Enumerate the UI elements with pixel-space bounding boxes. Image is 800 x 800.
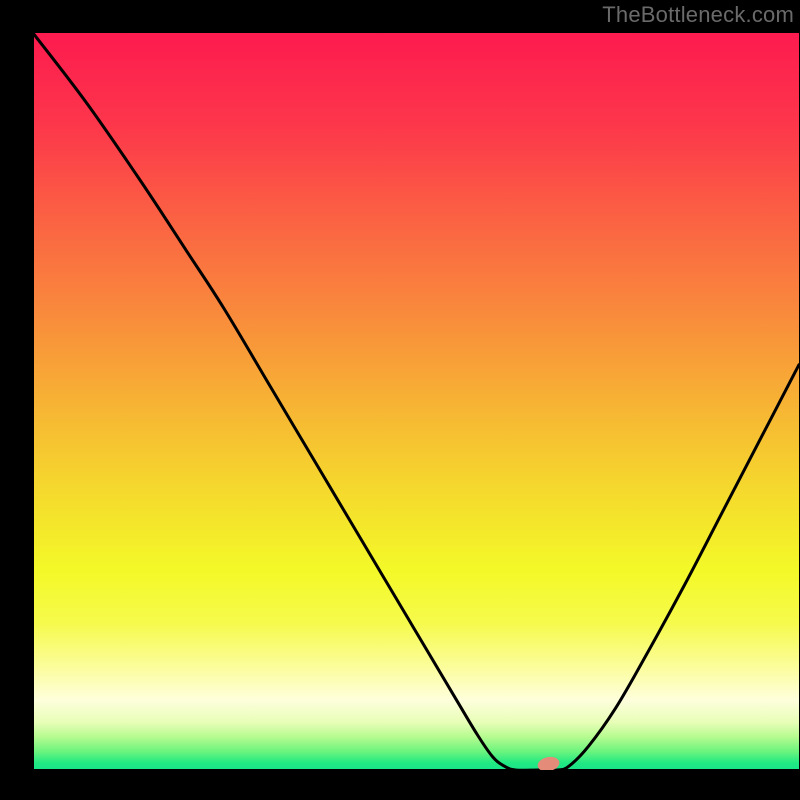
- chart-svg: [0, 0, 800, 800]
- chart-stage: TheBottleneck.com: [0, 0, 800, 800]
- gradient-background: [33, 33, 799, 770]
- watermark-label: TheBottleneck.com: [602, 2, 794, 28]
